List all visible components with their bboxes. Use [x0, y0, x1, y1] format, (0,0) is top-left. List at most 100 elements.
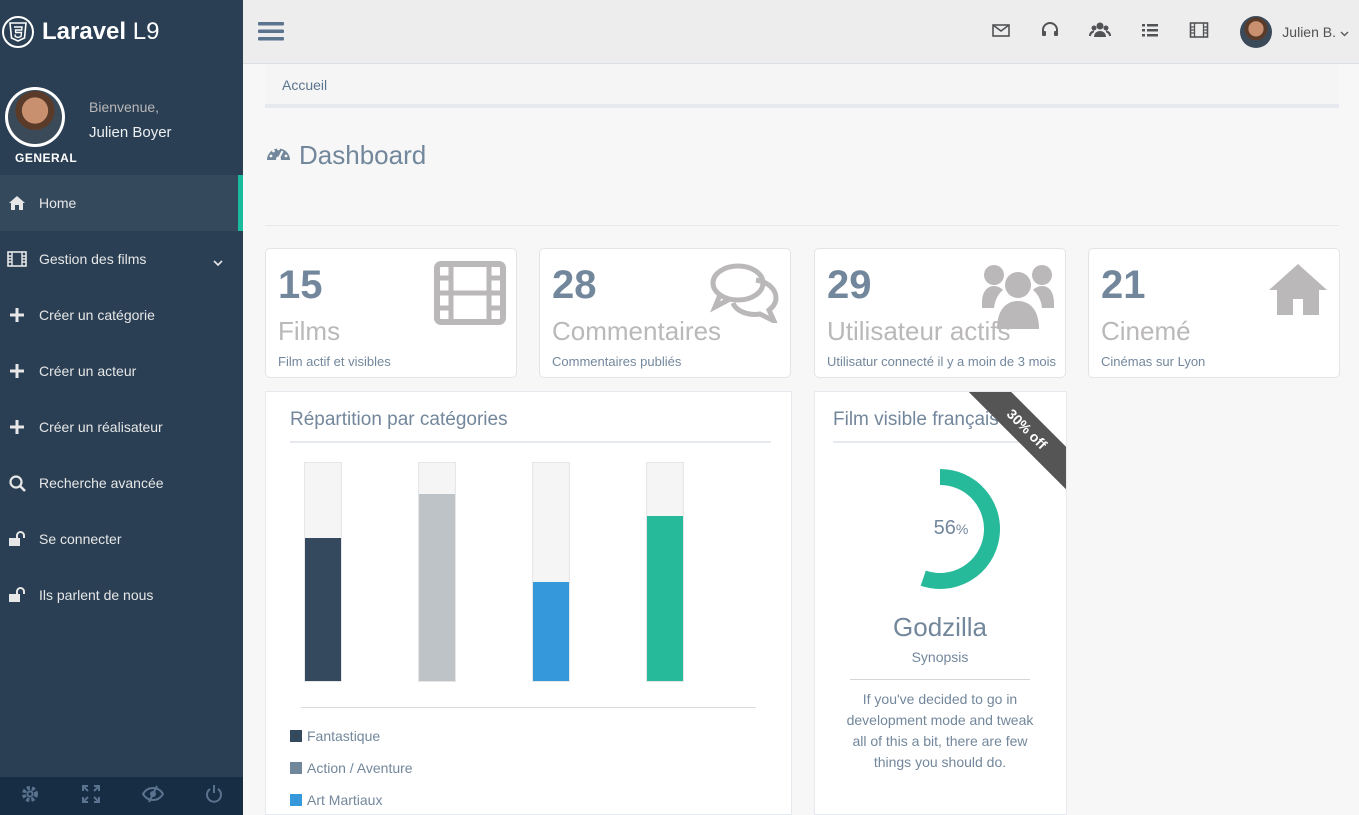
page-title: Dashboard — [265, 140, 426, 171]
sidebar: Laravel L9 Bienvenue, Julien Boyer GENER… — [0, 0, 243, 815]
tile-count: 28 — [552, 263, 597, 307]
menu-toggle-icon[interactable] — [258, 20, 284, 47]
tile-count: 21 — [1101, 263, 1146, 307]
tile-count: 29 — [827, 263, 872, 307]
movie-title[interactable]: Godzilla — [893, 612, 987, 642]
sidebar-item-creer-categorie[interactable]: Créer un catégorie — [0, 287, 243, 343]
stat-tile-commentaires[interactable]: 28 Commentaires Commentaires publiés — [539, 248, 791, 378]
sidebar-menu: Home Gestion des films Créer un catégori… — [0, 175, 243, 623]
avatar — [1240, 16, 1273, 48]
legend-item: Fantastique — [290, 720, 413, 752]
user-menu[interactable]: Julien B. — [1240, 16, 1349, 48]
sidebar-item-label: Recherche avancée — [39, 475, 164, 491]
film-icon — [7, 249, 27, 269]
percent-donut: 56% — [900, 467, 1002, 591]
users-icon[interactable] — [1089, 20, 1111, 45]
sidebar-item-label: Home — [39, 195, 77, 211]
comments-icon — [710, 261, 780, 328]
profile: Bienvenue, Julien Boyer GENERAL — [0, 64, 243, 175]
breadcrumb: Accueil — [265, 64, 1339, 108]
dashboard-icon — [265, 140, 299, 171]
film-panel: Film visible français 30% off 56% Godzil… — [814, 391, 1067, 815]
sidebar-item-recherche[interactable]: Recherche avancée — [0, 455, 243, 511]
stat-tile-utilisateurs[interactable]: 29 Utilisateur actifs Utilisatur connect… — [814, 248, 1066, 378]
sidebar-item-label: Créer un réalisateur — [39, 419, 163, 435]
chevron-down-icon — [213, 253, 223, 269]
stat-tile-films[interactable]: 15 Films Film actif et visibles — [265, 248, 517, 378]
bar[interactable] — [533, 582, 569, 681]
sidebar-item-label: Gestion des films — [39, 251, 147, 267]
bar-track — [418, 462, 456, 682]
divider — [850, 679, 1030, 680]
legend-label: Fantastique — [307, 728, 381, 744]
legend-swatch — [290, 762, 302, 774]
sidebar-item-se-connecter[interactable]: Se connecter — [0, 511, 243, 567]
chevron-down-icon — [1340, 24, 1349, 40]
legend-item: Art Martiaux — [290, 784, 413, 814]
search-icon — [7, 473, 27, 493]
chart-legend: Fantastique Action / Aventure Art Martiaux — [290, 720, 413, 814]
html5-icon — [2, 16, 34, 48]
legend-item: Action / Aventure — [290, 752, 413, 784]
tile-label: Films — [278, 316, 341, 346]
bar-track — [646, 462, 684, 682]
eye-slash-icon[interactable] — [141, 785, 165, 808]
unlock-icon — [7, 529, 27, 549]
sidebar-footer — [0, 777, 243, 815]
profile-name: Julien Boyer — [89, 124, 172, 141]
sidebar-item-label: Ils parlent de nous — [39, 587, 154, 603]
donut-percent: 56% — [933, 517, 969, 539]
welcome-text: Bienvenue, — [89, 99, 160, 115]
users-icon — [981, 261, 1055, 334]
tile-desc: Film actif et visibles — [278, 354, 391, 369]
home-icon — [1267, 261, 1329, 322]
bar[interactable] — [419, 494, 455, 681]
plus-icon — [7, 305, 27, 325]
sidebar-item-creer-acteur[interactable]: Créer un acteur — [0, 343, 243, 399]
top-nav-icons — [991, 20, 1209, 45]
tile-desc: Cinémas sur Lyon — [1101, 354, 1206, 369]
brand[interactable]: Laravel L9 — [0, 0, 243, 64]
headphones-icon[interactable] — [1040, 20, 1060, 45]
bar-chart — [266, 462, 791, 712]
legend-label: Action / Aventure — [307, 760, 413, 776]
envelope-icon[interactable] — [991, 20, 1011, 45]
sidebar-item-ils-parlent[interactable]: Ils parlent de nous — [0, 567, 243, 623]
category-chart-panel: Répartition par catégories Fantastique Ac… — [265, 391, 792, 815]
legend-swatch — [290, 794, 302, 806]
panel-title: Film visible français — [833, 392, 1043, 443]
synopsis-text: If you've decided to go in development m… — [846, 691, 1034, 770]
menu-section-title: GENERAL — [15, 151, 78, 165]
bar-track — [532, 462, 570, 682]
tile-label: Cinemé — [1101, 316, 1191, 346]
tile-count: 15 — [278, 263, 323, 307]
chart-baseline — [301, 707, 756, 708]
settings-icon[interactable] — [20, 784, 40, 809]
sidebar-item-label: Créer un acteur — [39, 363, 137, 379]
power-icon[interactable] — [205, 784, 223, 809]
breadcrumb-home-link[interactable]: Accueil — [282, 77, 328, 93]
user-menu-name: Julien B. — [1282, 24, 1336, 40]
stat-tile-cinema[interactable]: 21 Cinemé Cinémas sur Lyon — [1088, 248, 1340, 378]
bar-track — [304, 462, 342, 682]
legend-swatch — [290, 730, 302, 742]
sidebar-item-home[interactable]: Home — [0, 175, 243, 231]
unlock-icon — [7, 585, 27, 605]
tile-desc: Utilisatur connecté il y a moin de 3 moi… — [827, 354, 1057, 369]
tile-label: Commentaires — [552, 316, 722, 346]
home-icon — [7, 193, 27, 213]
film-icon[interactable] — [1189, 20, 1209, 45]
donut-chart — [920, 469, 1000, 589]
sidebar-item-gestion-films[interactable]: Gestion des films — [0, 231, 243, 287]
bar[interactable] — [647, 516, 683, 681]
bar[interactable] — [305, 538, 341, 681]
plus-icon — [7, 417, 27, 437]
list-icon[interactable] — [1140, 20, 1160, 45]
fullscreen-icon[interactable] — [81, 784, 101, 809]
donut-arc — [920, 469, 1000, 589]
sidebar-item-creer-realisateur[interactable]: Créer un réalisateur — [0, 399, 243, 455]
tile-desc: Commentaires publiés — [552, 354, 682, 369]
avatar — [5, 87, 65, 147]
plus-icon — [7, 361, 27, 381]
synopsis-label: Synopsis — [911, 649, 969, 665]
